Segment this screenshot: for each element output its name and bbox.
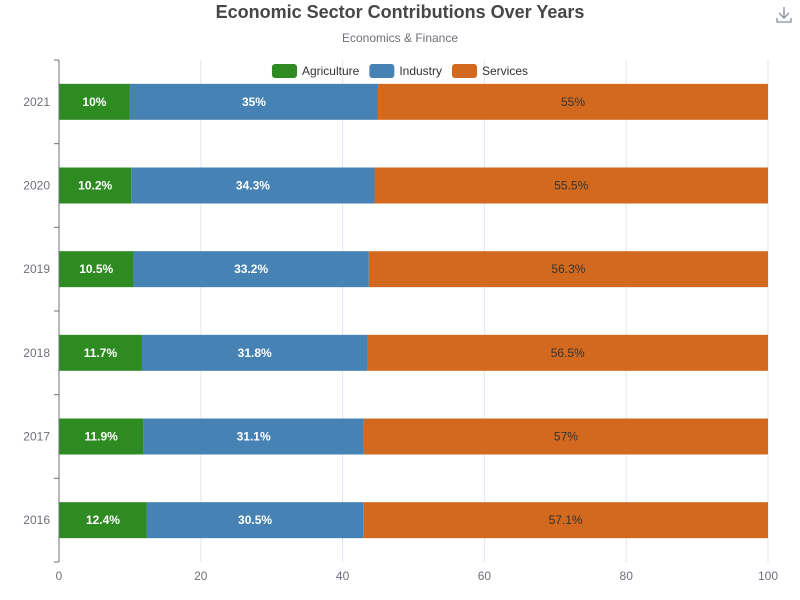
data-label: 31.1%	[237, 430, 271, 444]
legend-item-services: Services	[452, 64, 528, 78]
bar-industry	[141, 334, 368, 371]
y-tick-label: 2020	[23, 179, 50, 193]
data-label: 57.1%	[549, 513, 583, 527]
data-label: 34.3%	[236, 179, 270, 193]
data-label: 12.4%	[86, 513, 120, 527]
data-label: 10.5%	[79, 262, 113, 276]
bar-agriculture	[59, 418, 144, 455]
bar-agriculture	[59, 167, 132, 204]
data-label: 30.5%	[238, 513, 272, 527]
legend-label: Services	[482, 64, 528, 78]
bar-industry	[143, 418, 364, 455]
y-tick-label: 2018	[23, 346, 50, 360]
data-label: 55%	[561, 95, 585, 109]
data-label: 57%	[554, 430, 578, 444]
download-icon[interactable]	[776, 6, 792, 24]
data-label: 31.8%	[238, 346, 272, 360]
bar-services	[363, 418, 768, 455]
legend-swatch	[271, 64, 297, 78]
legend-label: Industry	[399, 64, 442, 78]
bar-agriculture	[59, 334, 142, 371]
x-tick-label: 40	[336, 569, 350, 583]
axes: 0 20 40 60 80 100 2021 2020 2019 2018 2017 2016	[23, 59, 778, 583]
chart-title: Economic Sector Contributions Over Years	[215, 2, 585, 22]
bar-services	[368, 251, 768, 288]
bar-agriculture	[59, 502, 147, 539]
y-tick-label: 2021	[23, 95, 50, 109]
data-label: 56.3%	[551, 262, 585, 276]
bar-services	[363, 502, 768, 539]
bar-agriculture	[59, 83, 130, 120]
data-label: 11.7%	[84, 346, 118, 360]
legend-item-agriculture: Agriculture	[271, 64, 360, 78]
legend-label: Agriculture	[302, 64, 360, 78]
x-tick-label: 0	[56, 569, 63, 583]
legend-swatch	[369, 64, 395, 78]
data-label: 10%	[82, 95, 106, 109]
x-tick-label: 60	[478, 569, 492, 583]
legend-swatch	[452, 64, 478, 78]
chart-subtitle: Economics & Finance	[341, 31, 459, 45]
bar-services	[374, 167, 768, 204]
y-tick-label: 2017	[23, 430, 50, 444]
legend-item-industry: Industry	[369, 64, 442, 78]
data-label: 55.5%	[554, 179, 588, 193]
legend: Agriculture Industry Services	[271, 64, 528, 78]
data-label: 33.2%	[234, 262, 268, 276]
bar-services	[367, 334, 768, 371]
bar-industry	[133, 251, 369, 288]
bars: 10% 35% 55% 10.2% 34.3% 55.5% 10.5% 33.2% 56.3% 1…	[59, 83, 768, 539]
bar-industry	[129, 83, 379, 120]
data-label: 56.5%	[551, 346, 585, 360]
data-label: 10.2%	[78, 179, 112, 193]
y-tick-label: 2019	[23, 262, 50, 276]
x-tick-label: 100	[758, 569, 778, 583]
bar-services	[378, 83, 768, 120]
x-tick-label: 20	[194, 569, 208, 583]
bar-industry	[146, 502, 364, 539]
bar-industry	[131, 167, 375, 204]
data-label: 35%	[242, 95, 266, 109]
x-tick-label: 80	[620, 569, 634, 583]
bar-agriculture	[59, 251, 134, 288]
grid-lines	[200, 60, 769, 562]
data-label: 11.9%	[84, 430, 118, 444]
y-tick-label: 2016	[23, 513, 50, 527]
